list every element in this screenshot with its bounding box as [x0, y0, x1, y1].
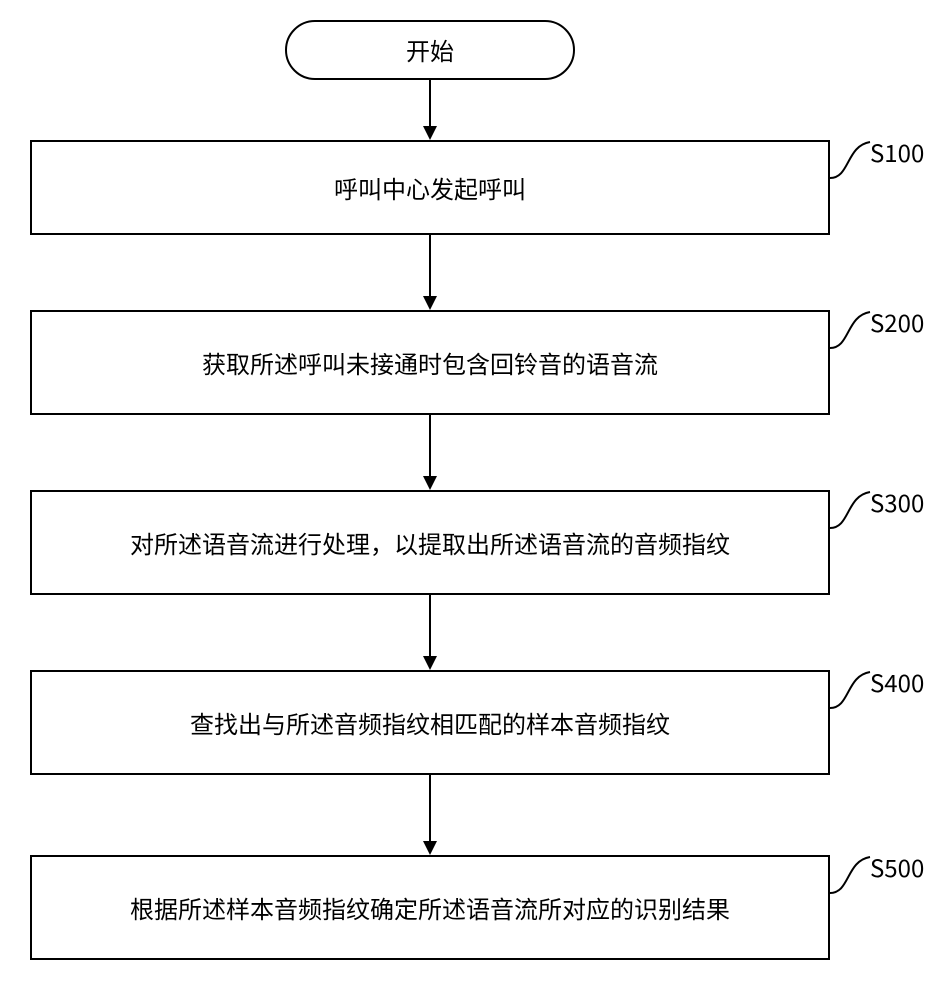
node-s200: 获取所述呼叫未接通时包含回铃音的语音流 — [30, 310, 830, 415]
step-curve-s200 — [830, 308, 870, 348]
flowchart-canvas: 开始呼叫中心发起呼叫 S100 获取所述呼叫未接通时包含回铃音的语音流 S200 对所述… — [0, 0, 941, 1000]
node-label: 根据所述样本音频指纹确定所述语音流所对应的识别结果 — [130, 891, 730, 925]
edge-line — [429, 595, 431, 656]
step-label-s400: S400 — [870, 664, 924, 699]
node-s300: 对所述语音流进行处理，以提取出所述语音流的音频指纹 — [30, 490, 830, 595]
edge-arrowhead — [423, 656, 437, 670]
node-label: 对所述语音流进行处理，以提取出所述语音流的音频指纹 — [130, 526, 730, 560]
node-label: 呼叫中心发起呼叫 — [334, 171, 526, 205]
node-start: 开始 — [285, 20, 575, 80]
edge-arrowhead — [423, 841, 437, 855]
edge-line — [429, 235, 431, 296]
step-curve-s300 — [830, 488, 870, 528]
step-curve-s400 — [830, 668, 870, 708]
edge-arrowhead — [423, 476, 437, 490]
step-label-s200: S200 — [870, 304, 924, 339]
edge-arrowhead — [423, 126, 437, 140]
step-curve-s500 — [830, 853, 870, 893]
node-s400: 查找出与所述音频指纹相匹配的样本音频指纹 — [30, 670, 830, 775]
step-label-s100: S100 — [870, 134, 924, 169]
node-s100: 呼叫中心发起呼叫 — [30, 140, 830, 235]
edge-line — [429, 415, 431, 476]
edge-line — [429, 80, 431, 126]
step-curve-s100 — [830, 138, 870, 178]
step-label-s300: S300 — [870, 484, 924, 519]
node-label: 查找出与所述音频指纹相匹配的样本音频指纹 — [190, 706, 670, 740]
node-label: 获取所述呼叫未接通时包含回铃音的语音流 — [202, 346, 658, 380]
step-label-s500: S500 — [870, 849, 924, 884]
node-label: 开始 — [406, 33, 454, 67]
edge-arrowhead — [423, 296, 437, 310]
edge-line — [429, 775, 431, 841]
node-s500: 根据所述样本音频指纹确定所述语音流所对应的识别结果 — [30, 855, 830, 960]
